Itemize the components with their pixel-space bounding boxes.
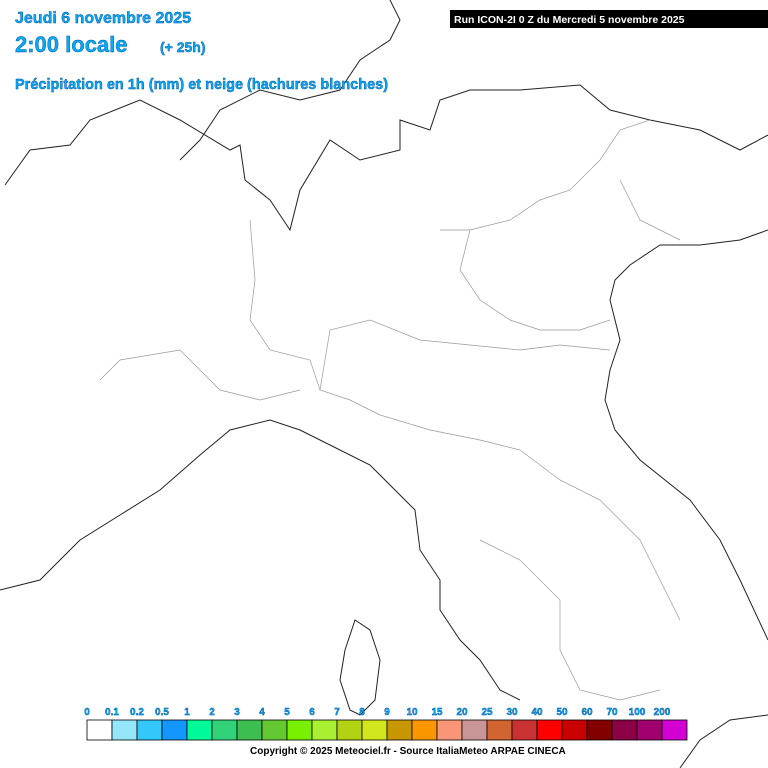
legend-swatch bbox=[511, 719, 538, 741]
legend-swatch bbox=[236, 719, 263, 741]
legend-label: 8 bbox=[359, 707, 365, 718]
legend-swatch bbox=[486, 719, 513, 741]
legend-swatch bbox=[261, 719, 288, 741]
legend-swatch bbox=[636, 719, 663, 741]
legend-swatch bbox=[336, 719, 363, 741]
legend-label: 25 bbox=[481, 707, 493, 718]
legend-label: 200 bbox=[654, 707, 671, 718]
run-label: Run ICON-2I 0 Z du Mercredi 5 novembre 2… bbox=[454, 14, 685, 26]
time: 2:00 locale bbox=[15, 32, 128, 57]
legend-swatch bbox=[111, 719, 138, 741]
legend-label: 7 bbox=[334, 707, 340, 718]
legend-label: 10 bbox=[406, 707, 418, 718]
subtitle: Précipitation en 1h (mm) et neige (hachu… bbox=[15, 77, 388, 93]
legend-label: 0 bbox=[84, 707, 90, 718]
legend-label: 4 bbox=[259, 707, 265, 718]
legend-label: 15 bbox=[431, 707, 443, 718]
legend-label: 0.5 bbox=[155, 707, 169, 718]
legend-label: 0.1 bbox=[105, 707, 119, 718]
legend-swatch bbox=[186, 719, 213, 741]
legend-swatch bbox=[136, 719, 163, 741]
legend-label: 1 bbox=[184, 707, 190, 718]
region-borders bbox=[99, 119, 681, 701]
legend-swatch bbox=[436, 719, 463, 741]
copyright: Copyright © 2025 Meteociel.fr - Source I… bbox=[250, 746, 566, 757]
legend-swatch bbox=[661, 719, 688, 741]
legend-label: 20 bbox=[456, 707, 468, 718]
legend-label: 40 bbox=[531, 707, 543, 718]
legend-label: 30 bbox=[506, 707, 518, 718]
legend-label: 5 bbox=[284, 707, 290, 718]
legend-label: 60 bbox=[581, 707, 593, 718]
legend: 0 0.1 0.2 0.5 1 2 3 4 5 6 7 8 9 10 15 20 25 30 40 50 60 70 100… bbox=[84, 707, 688, 741]
legend-label: 70 bbox=[606, 707, 618, 718]
legend-swatch bbox=[286, 719, 313, 741]
legend-label: 0.2 bbox=[130, 707, 144, 718]
legend-swatch bbox=[561, 719, 588, 741]
legend-swatch bbox=[461, 719, 488, 741]
legend-label: 3 bbox=[234, 707, 240, 718]
legend-swatch bbox=[386, 719, 413, 741]
run-box bbox=[450, 10, 768, 28]
offset: (+ 25h) bbox=[160, 39, 206, 55]
legend-swatch bbox=[586, 719, 613, 741]
legend-swatch bbox=[611, 719, 638, 741]
date: Jeudi 6 novembre 2025 bbox=[15, 10, 191, 27]
legend-swatch bbox=[411, 719, 438, 741]
legend-label: 9 bbox=[384, 707, 390, 718]
legend-label: 6 bbox=[309, 707, 315, 718]
legend-swatch bbox=[161, 719, 188, 741]
legend-swatch bbox=[86, 719, 113, 741]
legend-swatch bbox=[311, 719, 338, 741]
legend-label: 2 bbox=[209, 707, 215, 718]
legend-swatch bbox=[361, 719, 388, 741]
legend-swatch bbox=[211, 719, 238, 741]
legend-swatch bbox=[536, 719, 563, 741]
legend-label: 100 bbox=[629, 707, 646, 718]
legend-label: 50 bbox=[556, 707, 568, 718]
